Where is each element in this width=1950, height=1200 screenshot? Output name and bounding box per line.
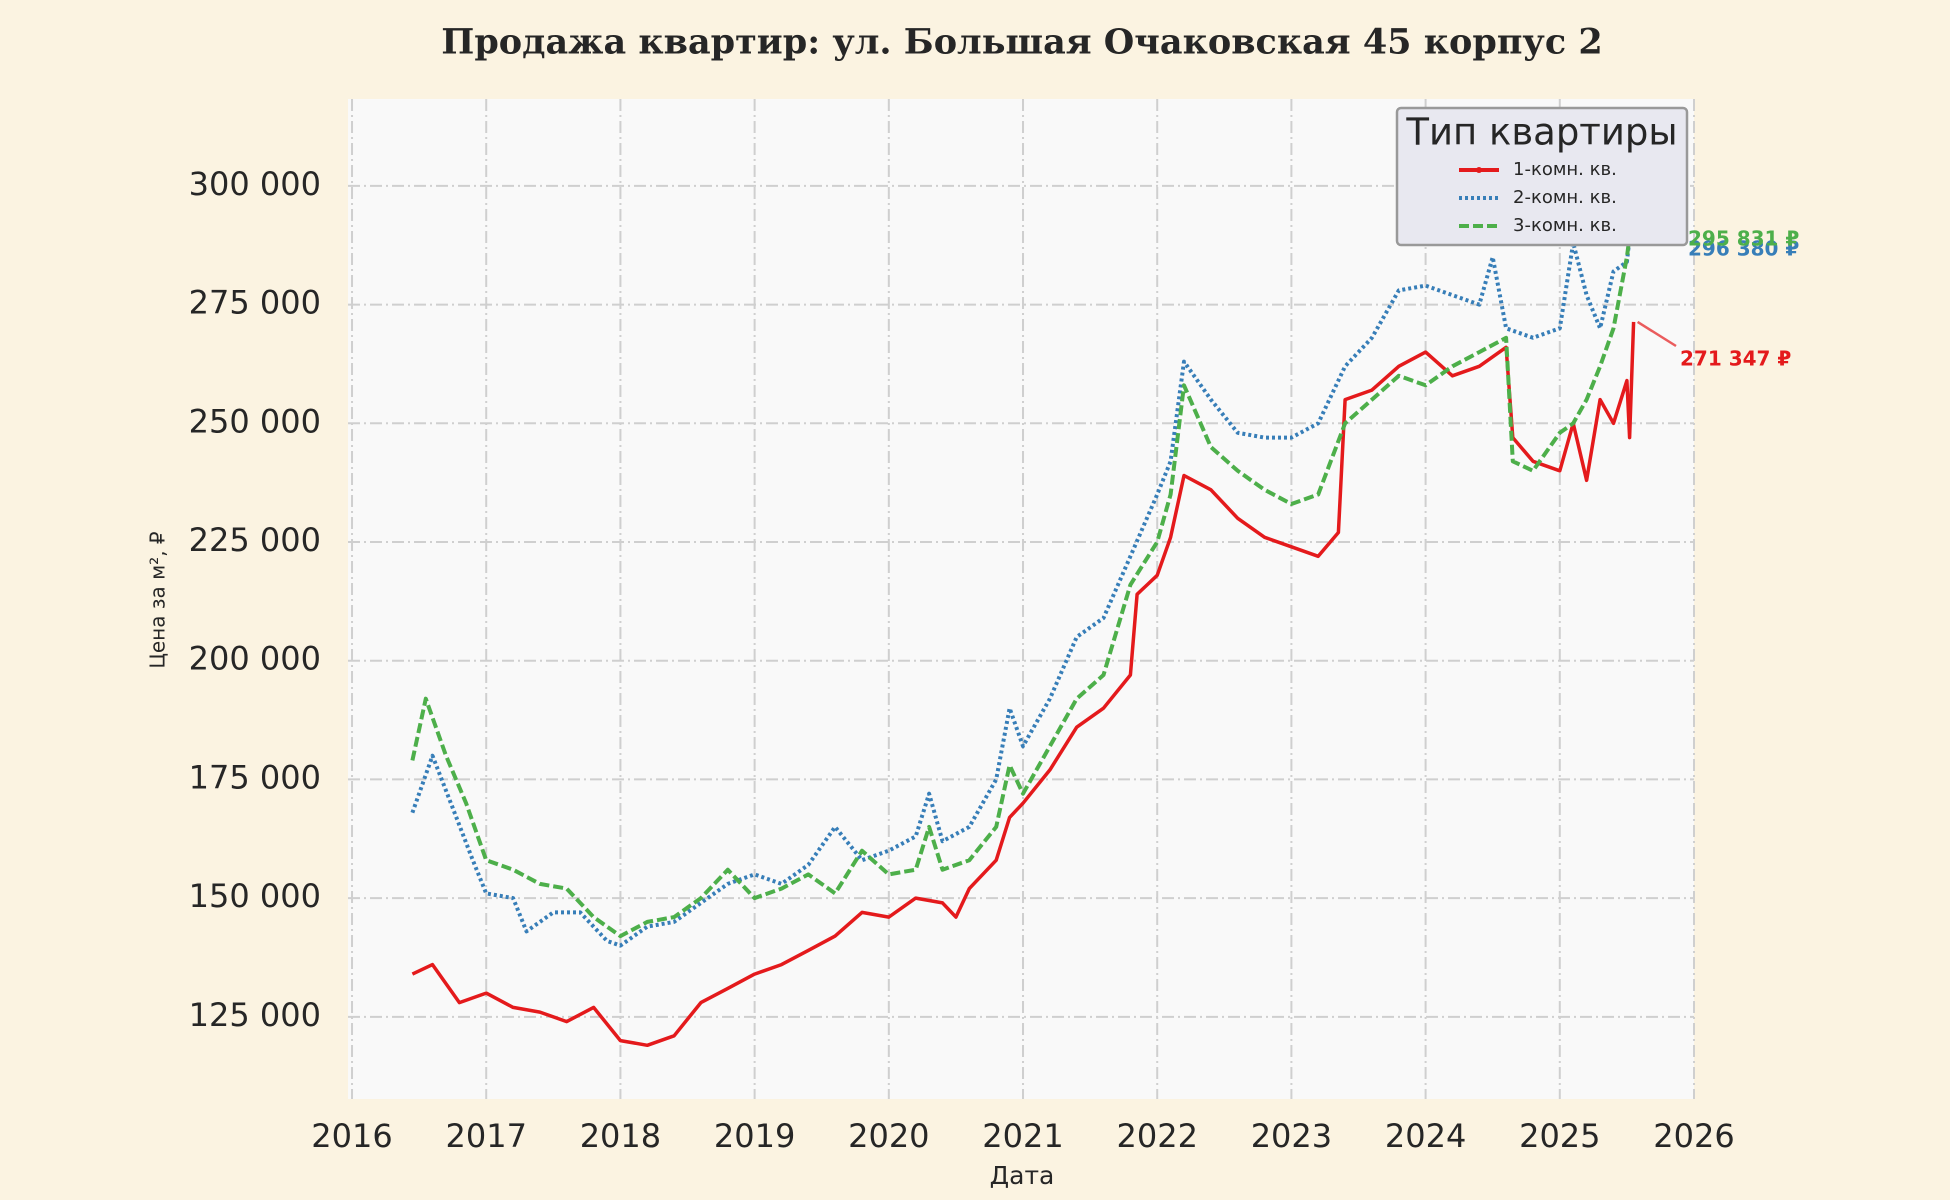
annotation-label: 271 347 ₽ (1680, 347, 1791, 371)
annotation-label: 296 380 ₽ (1688, 237, 1799, 261)
y-tick-label: 275 000 (189, 284, 321, 322)
x-tick-label: 2020 (848, 1117, 929, 1155)
x-tick-label: 2016 (311, 1117, 392, 1155)
x-tick-label: 2024 (1385, 1117, 1466, 1155)
legend-label: 1-комн. кв. (1513, 159, 1617, 180)
x-tick-label: 2023 (1251, 1117, 1332, 1155)
x-tick-label: 2022 (1116, 1117, 1197, 1155)
y-tick-label: 225 000 (189, 521, 321, 559)
x-tick-label: 2017 (446, 1117, 527, 1155)
plot-area (348, 99, 1694, 1099)
legend-label: 3-комн. кв. (1513, 215, 1617, 236)
x-tick-label: 2026 (1653, 1117, 1734, 1155)
x-tick-label: 2021 (982, 1117, 1063, 1155)
y-tick-label: 175 000 (189, 758, 321, 796)
annotation-arrow (1636, 320, 1677, 348)
legend-label: 2-комн. кв. (1513, 187, 1617, 208)
series-line (410, 205, 1636, 939)
x-axis-label: Дата (990, 1161, 1055, 1190)
x-tick-label: 2019 (714, 1117, 795, 1155)
y-tick-label: 150 000 (189, 877, 321, 915)
legend-marker (1476, 167, 1482, 173)
series-line (410, 202, 1636, 948)
y-tick-label: 200 000 (189, 640, 321, 678)
y-tick-label: 300 000 (189, 165, 321, 203)
legend-title: Тип квартиры (1405, 111, 1677, 154)
x-tick-label: 2018 (580, 1117, 661, 1155)
chart-title: Продажа квартир: ул. Большая Очаковская … (441, 22, 1602, 63)
annotation-label: 295 831 ₽ (1688, 227, 1799, 251)
y-tick-label: 250 000 (189, 402, 321, 440)
x-tick-label: 2025 (1519, 1117, 1600, 1155)
y-tick-label: 125 000 (189, 996, 321, 1034)
y-axis-label: Цена за м², ₽ (146, 531, 170, 669)
legend-box (1395, 106, 1689, 247)
